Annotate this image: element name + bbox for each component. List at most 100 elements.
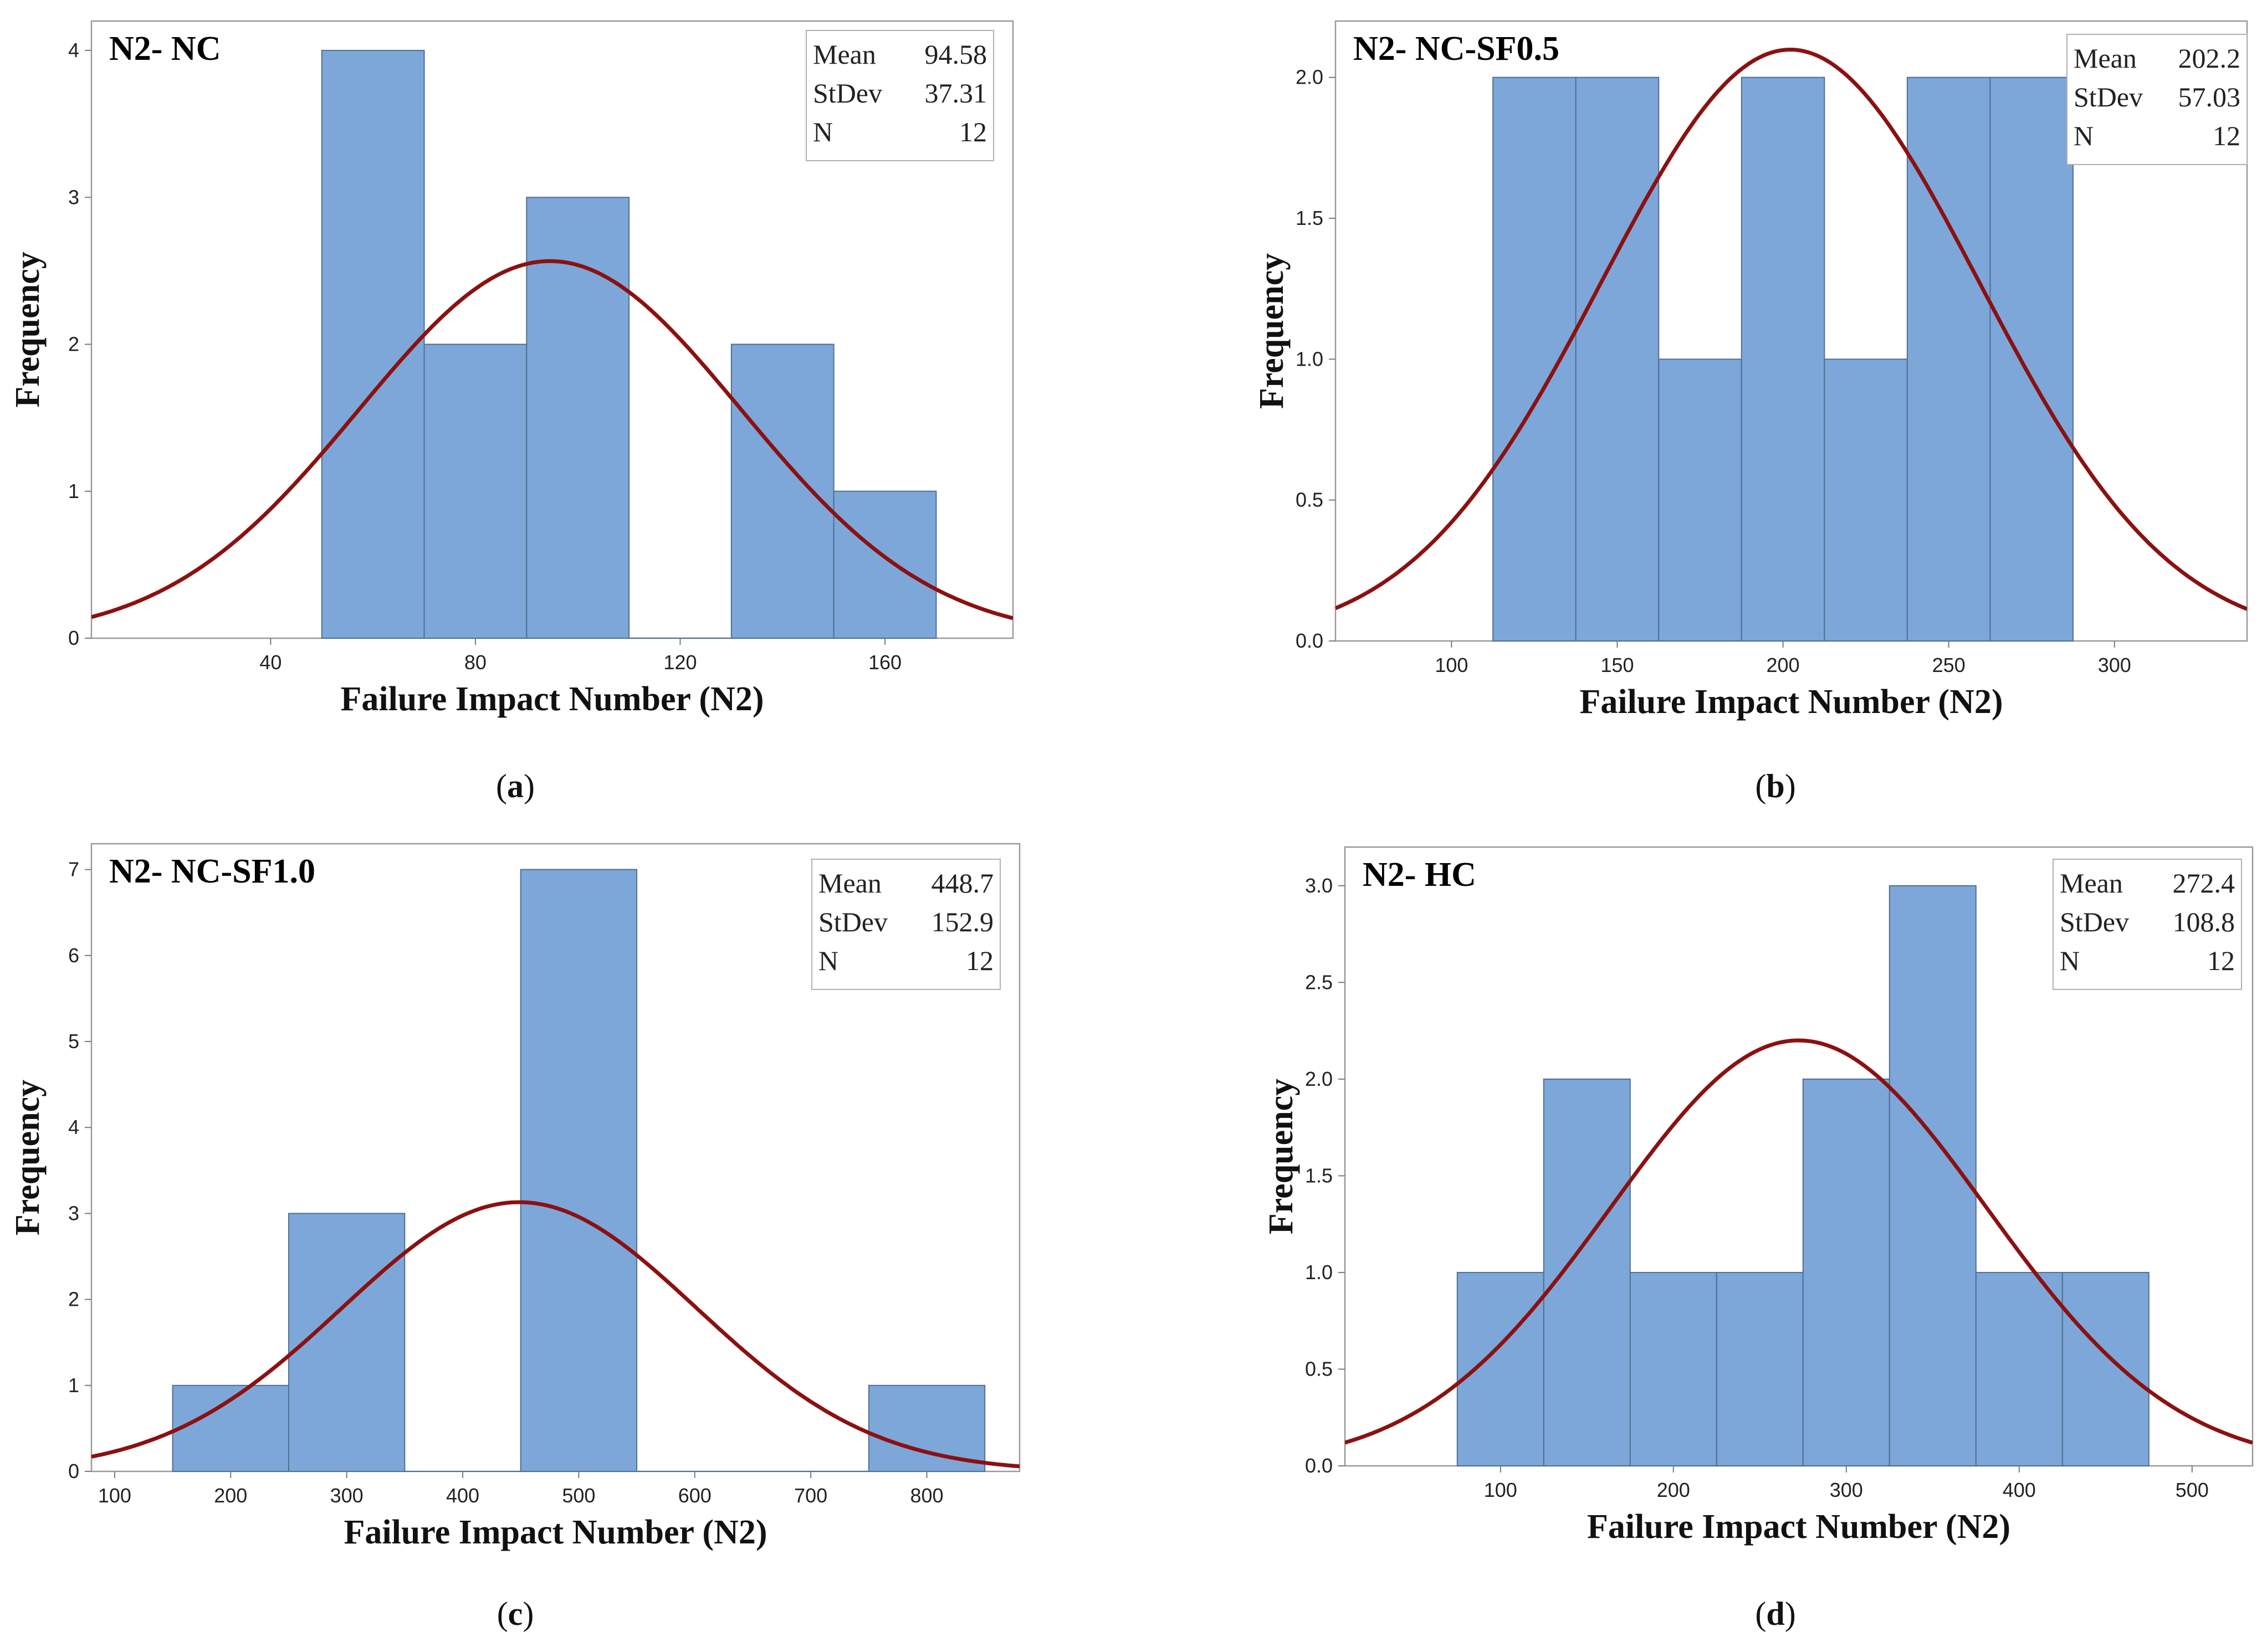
x-tick-label: 700: [794, 1484, 827, 1507]
x-tick-label: 300: [2098, 654, 2131, 676]
y-tick-label: 2: [68, 333, 79, 356]
stats-legend-box: [2053, 859, 2242, 990]
stat-label: Mean: [813, 39, 876, 70]
stat-value: 108.8: [2173, 906, 2235, 937]
histogram-bar: [423, 343, 528, 639]
stat-label: N: [813, 116, 833, 147]
y-tick-label: 0.5: [1305, 1357, 1333, 1380]
stat-value: 12: [2207, 945, 2235, 976]
histogram-bar: [526, 197, 630, 639]
chart-panel-b: 0.0 0.5 1.0 1.5 2.0 100 150 200 250 300 Failure Im…: [1133, 0, 2266, 826]
x-tick-label: 150: [1600, 654, 1634, 676]
stat-value: 448.7: [932, 868, 994, 899]
y-axis-label: Frequency: [9, 1080, 47, 1235]
y-tick-label: 4: [68, 39, 79, 61]
stat-label: Mean: [818, 868, 882, 899]
y-tick-label: 3: [68, 186, 79, 208]
x-tick-label: 40: [259, 651, 282, 674]
y-tick-label: 2: [68, 1288, 79, 1311]
stat-label: Mean: [2074, 43, 2137, 74]
normal-fit-curve: [1335, 48, 2247, 611]
chart-title: N2- NC: [109, 30, 221, 68]
histogram-bar: [833, 490, 937, 639]
stat-value: 12: [2213, 120, 2240, 151]
chart-panel-c: 0 1 2 3 4 5 6 7 100 200 300 400 500 600 700 800 Failure …: [0, 826, 1133, 1652]
caption-b: (b): [1755, 768, 1796, 804]
histogram-bar: [1824, 358, 1908, 642]
x-tick-label: 80: [464, 651, 487, 674]
stat-value: 57.03: [2178, 81, 2241, 112]
stat-label: StDev: [818, 906, 888, 937]
stats-legend-box: [811, 859, 1001, 990]
x-tick-label: 100: [1435, 654, 1468, 676]
y-axis-label: Frequency: [1262, 1079, 1300, 1234]
histogram-bar: [1975, 1271, 2063, 1466]
histogram-bar: [1629, 1271, 1717, 1466]
stat-value: 94.58: [925, 39, 987, 70]
x-tick-label: 600: [678, 1484, 712, 1507]
stats-legend-box: [806, 30, 994, 161]
stat-label: StDev: [2074, 81, 2143, 112]
y-tick-label: 1.0: [1305, 1261, 1333, 1284]
caption-c: (c): [497, 1595, 534, 1632]
chart-title: N2- HC: [1363, 856, 1476, 894]
x-axis-label: Failure Impact Number (N2): [344, 1514, 767, 1551]
stat-label: N: [2074, 120, 2094, 151]
histogram-bar: [1575, 76, 1660, 642]
y-tick-label: 0.0: [1296, 629, 1323, 652]
stats-legend-box: [2066, 34, 2248, 165]
y-tick-label: 3.0: [1305, 874, 1333, 897]
histogram-bar: [1716, 1271, 1804, 1466]
histogram-bar: [1741, 76, 1825, 642]
chart-panel-d: 0.0 0.5 1.0 1.5 2.0 2.5 3.0 100 200 300 400 500 Fail…: [1133, 826, 2266, 1652]
x-axis-label: Failure Impact Number (N2): [1587, 1508, 2010, 1546]
y-tick-label: 3: [68, 1202, 79, 1224]
stat-label: StDev: [813, 78, 882, 109]
y-tick-label: 2.0: [1296, 66, 1323, 89]
x-tick-label: 500: [2176, 1479, 2209, 1501]
y-tick-label: 1: [68, 1374, 79, 1397]
stat-value: 37.31: [925, 78, 987, 109]
histogram-bar: [520, 869, 638, 1472]
stat-value: 202.2: [2178, 43, 2241, 74]
caption-a: (a): [496, 768, 535, 804]
stat-label: StDev: [2060, 906, 2129, 937]
chart-title: N2- NC-SF1.0: [109, 853, 315, 890]
x-tick-label: 300: [330, 1484, 364, 1507]
x-tick-label: 200: [1767, 654, 1800, 676]
x-tick-label: 800: [910, 1484, 943, 1507]
x-tick-label: 120: [663, 651, 697, 674]
y-tick-label: 7: [68, 858, 79, 881]
x-tick-label: 500: [562, 1484, 595, 1507]
histogram-bar: [730, 343, 835, 639]
caption-d: (d): [1755, 1595, 1796, 1632]
y-tick-label: 5: [68, 1030, 79, 1053]
x-tick-label: 400: [2003, 1479, 2036, 1501]
y-tick-label: 0.5: [1296, 489, 1323, 511]
stat-value: 12: [959, 116, 987, 147]
y-tick-label: 1.5: [1296, 207, 1323, 229]
chart-panel-a: 0 1 2 3 4 40 80 120 160 Failure Impact Number (N2…: [0, 0, 1133, 826]
histogram-bar: [1543, 1078, 1631, 1466]
histogram-bar: [288, 1213, 406, 1472]
histogram-bar: [1658, 358, 1742, 642]
histogram-bar: [1456, 1271, 1544, 1466]
x-tick-label: 100: [98, 1484, 131, 1507]
y-tick-label: 4: [68, 1116, 79, 1138]
x-tick-label: 200: [214, 1484, 247, 1507]
y-tick-label: 1: [68, 480, 79, 502]
histogram-bar: [321, 50, 425, 639]
y-tick-label: 2.5: [1305, 971, 1333, 993]
stat-label: Mean: [2060, 868, 2123, 899]
x-tick-label: 300: [1830, 1479, 1863, 1501]
y-tick-label: 6: [68, 944, 79, 967]
histogram-b: 0.0 0.5 1.0 1.5 2.0 100 150 200 250 300 Failure Im…: [1253, 20, 2248, 721]
y-tick-label: 0: [68, 1460, 79, 1482]
y-tick-label: 2.0: [1305, 1068, 1333, 1090]
stat-value: 152.9: [932, 906, 994, 937]
normal-fit-curve: [91, 259, 1013, 620]
x-tick-label: 200: [1657, 1479, 1690, 1501]
y-axis-label: Frequency: [9, 252, 47, 407]
